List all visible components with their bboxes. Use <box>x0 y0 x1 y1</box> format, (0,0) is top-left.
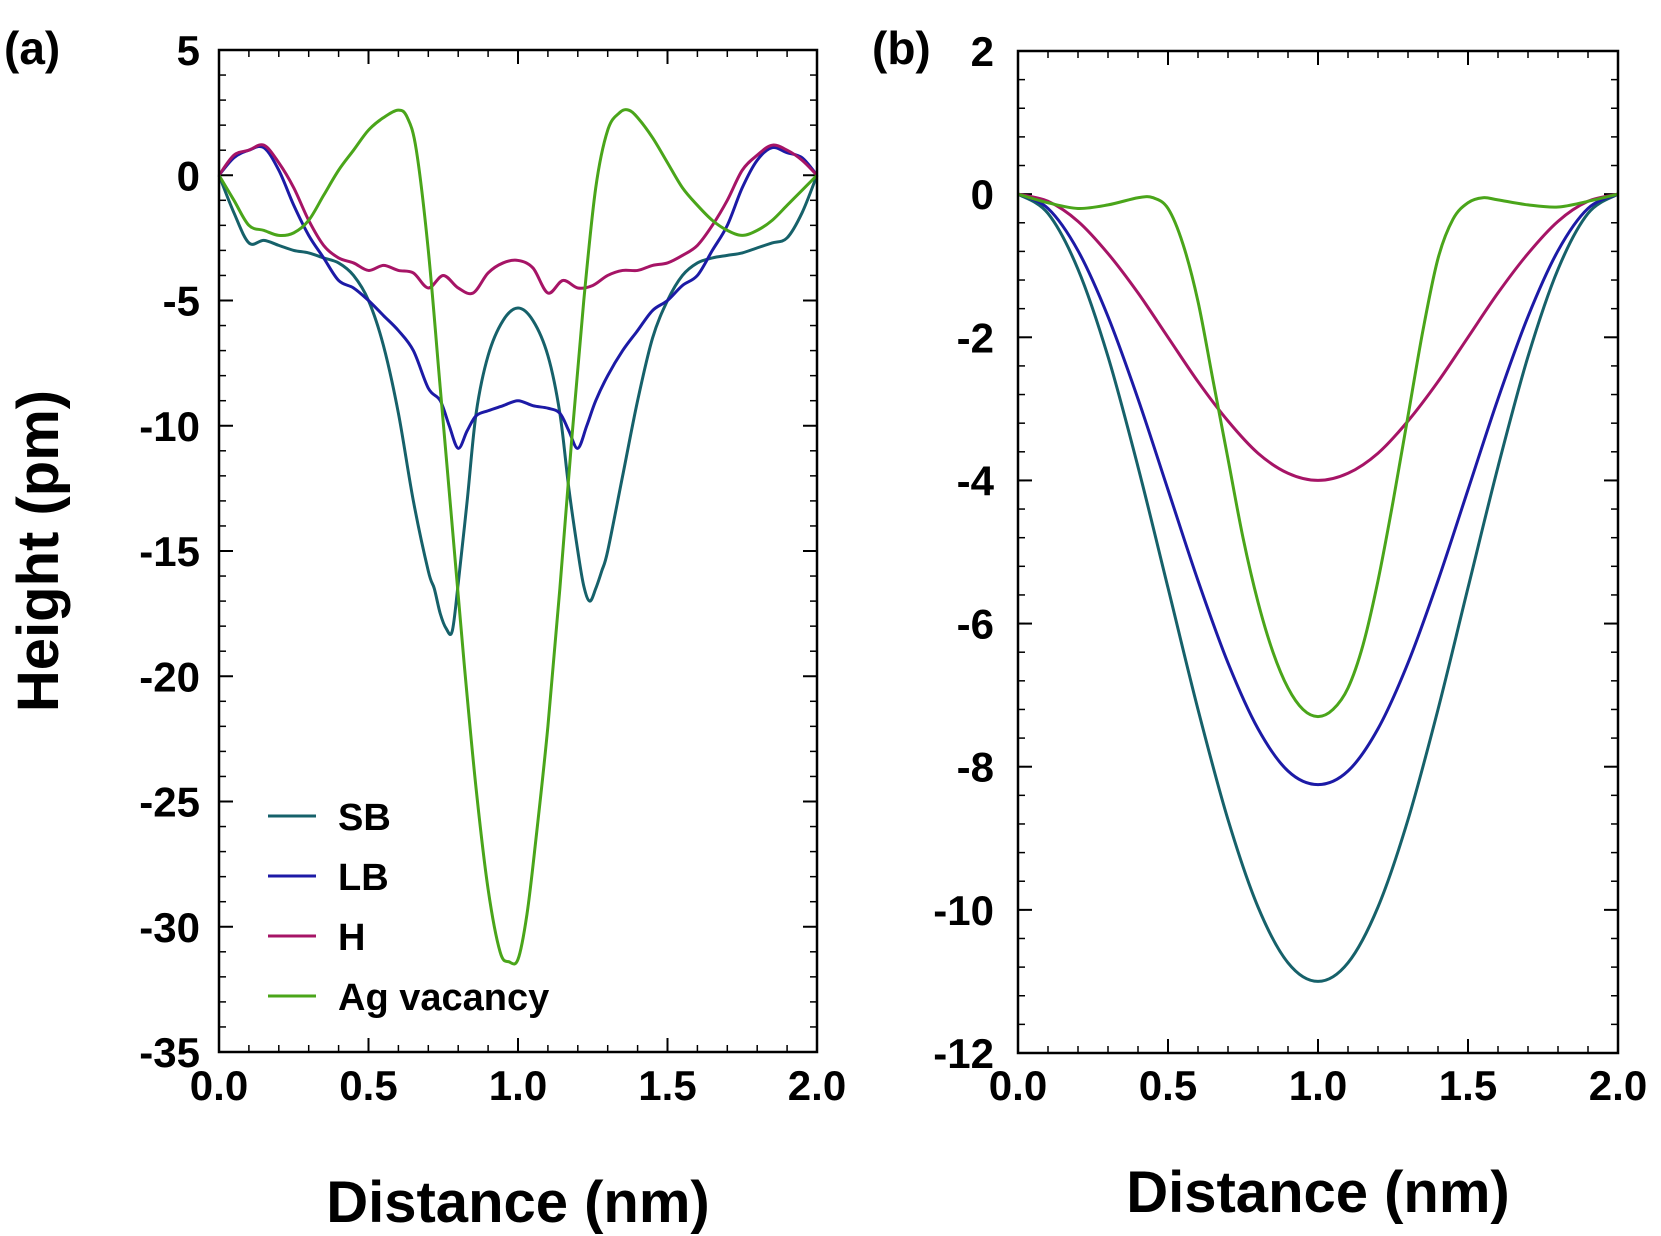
panel-b-label: (b) <box>872 22 931 74</box>
legend-label-sb: SB <box>338 797 391 839</box>
series-line-sb <box>217 174 819 636</box>
y-tick-label: -2 <box>957 314 994 361</box>
panel-b-xlabel: Distance (nm) <box>1126 1160 1510 1225</box>
series-line-sb <box>1017 192 1619 983</box>
y-tick-label: 5 <box>177 27 200 74</box>
x-tick-label: 0.0 <box>989 1062 1047 1109</box>
panel-a-label: (a) <box>4 22 60 74</box>
y-tick-label: 0 <box>177 152 200 199</box>
x-tick-label: 0.5 <box>339 1062 397 1109</box>
panel-a-xlabel: Distance (nm) <box>326 1170 710 1235</box>
panel-a-ylabel: Height (pm) <box>6 390 71 712</box>
series-line-ag-vacancy <box>1017 192 1619 719</box>
x-tick-label: 1.5 <box>1439 1062 1497 1109</box>
y-tick-label: -8 <box>957 744 994 791</box>
legend-label-ag-vacancy: Ag vacancy <box>338 977 549 1019</box>
y-tick-label: -5 <box>163 278 200 325</box>
panel-b-series <box>1017 192 1619 983</box>
panel-a-legend: SB LB H Ag vacancy <box>268 797 549 1019</box>
panel-b-ticks <box>1017 50 1619 1054</box>
x-tick-label: 1.0 <box>489 1062 547 1109</box>
x-tick-label: 1.0 <box>1289 1062 1347 1109</box>
panel-b-tick-labels: 0.0 0.5 1.0 1.5 2.0 2 0 -2 -4 -6 -8 -10 -12 <box>933 28 1647 1109</box>
y-tick-label: -20 <box>139 653 200 700</box>
y-tick-label: -15 <box>139 528 200 575</box>
y-tick-label: -30 <box>139 904 200 951</box>
y-tick-label: -35 <box>139 1029 200 1076</box>
panel-a-plot-frame <box>217 48 819 1054</box>
x-tick-label: 0.5 <box>1139 1062 1197 1109</box>
series-line-lb <box>1017 192 1619 787</box>
y-tick-label: -10 <box>933 887 994 934</box>
panel-a-tick-labels: 0.0 0.5 1.0 1.5 2.0 5 0 -5 -10 -15 -20 -25 -30 -35 <box>139 27 846 1109</box>
x-tick-label: 2.0 <box>1589 1062 1647 1109</box>
y-tick-label: 0 <box>971 171 994 218</box>
series-line-lb <box>217 144 819 450</box>
series-line-h <box>217 143 819 296</box>
x-tick-label: 0.0 <box>190 1062 248 1109</box>
y-tick-label: -25 <box>139 779 200 826</box>
panel-b: (b) 0.0 0.5 1.0 1.5 2.0 2 0 -2 -4 -6 -8 -10 -12 Dist… <box>872 22 1647 1225</box>
y-tick-label: -10 <box>139 403 200 450</box>
y-tick-label: -4 <box>957 457 995 504</box>
legend-label-lb: LB <box>338 857 389 899</box>
x-tick-label: 2.0 <box>788 1062 846 1109</box>
series-line-h <box>1017 192 1619 482</box>
y-tick-label: -12 <box>933 1030 994 1077</box>
y-tick-label: 2 <box>971 28 994 75</box>
x-tick-label: 1.5 <box>638 1062 696 1109</box>
legend-label-h: H <box>338 917 365 959</box>
panel-b-plot-frame <box>1016 49 1620 1055</box>
panel-a-series <box>217 108 819 966</box>
y-tick-label: -6 <box>957 601 994 648</box>
series-line-ag-vacancy <box>217 108 819 966</box>
panel-a: (a) 0.0 0.5 1.0 1.5 2.0 5 0 -5 -10 -15 -20 -25 -30 -3… <box>4 22 846 1235</box>
